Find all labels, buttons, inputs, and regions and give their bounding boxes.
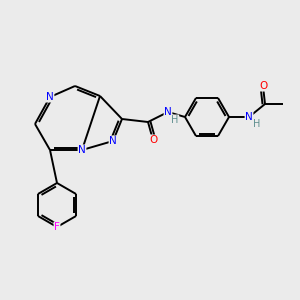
Text: N: N <box>245 112 253 122</box>
Text: O: O <box>259 81 267 91</box>
Text: H: H <box>253 119 261 129</box>
Text: F: F <box>54 222 60 232</box>
Text: N: N <box>109 136 117 146</box>
Text: H: H <box>171 115 179 125</box>
Text: N: N <box>78 145 86 155</box>
Text: N: N <box>46 92 54 102</box>
Text: O: O <box>149 135 157 145</box>
Text: N: N <box>164 107 172 117</box>
